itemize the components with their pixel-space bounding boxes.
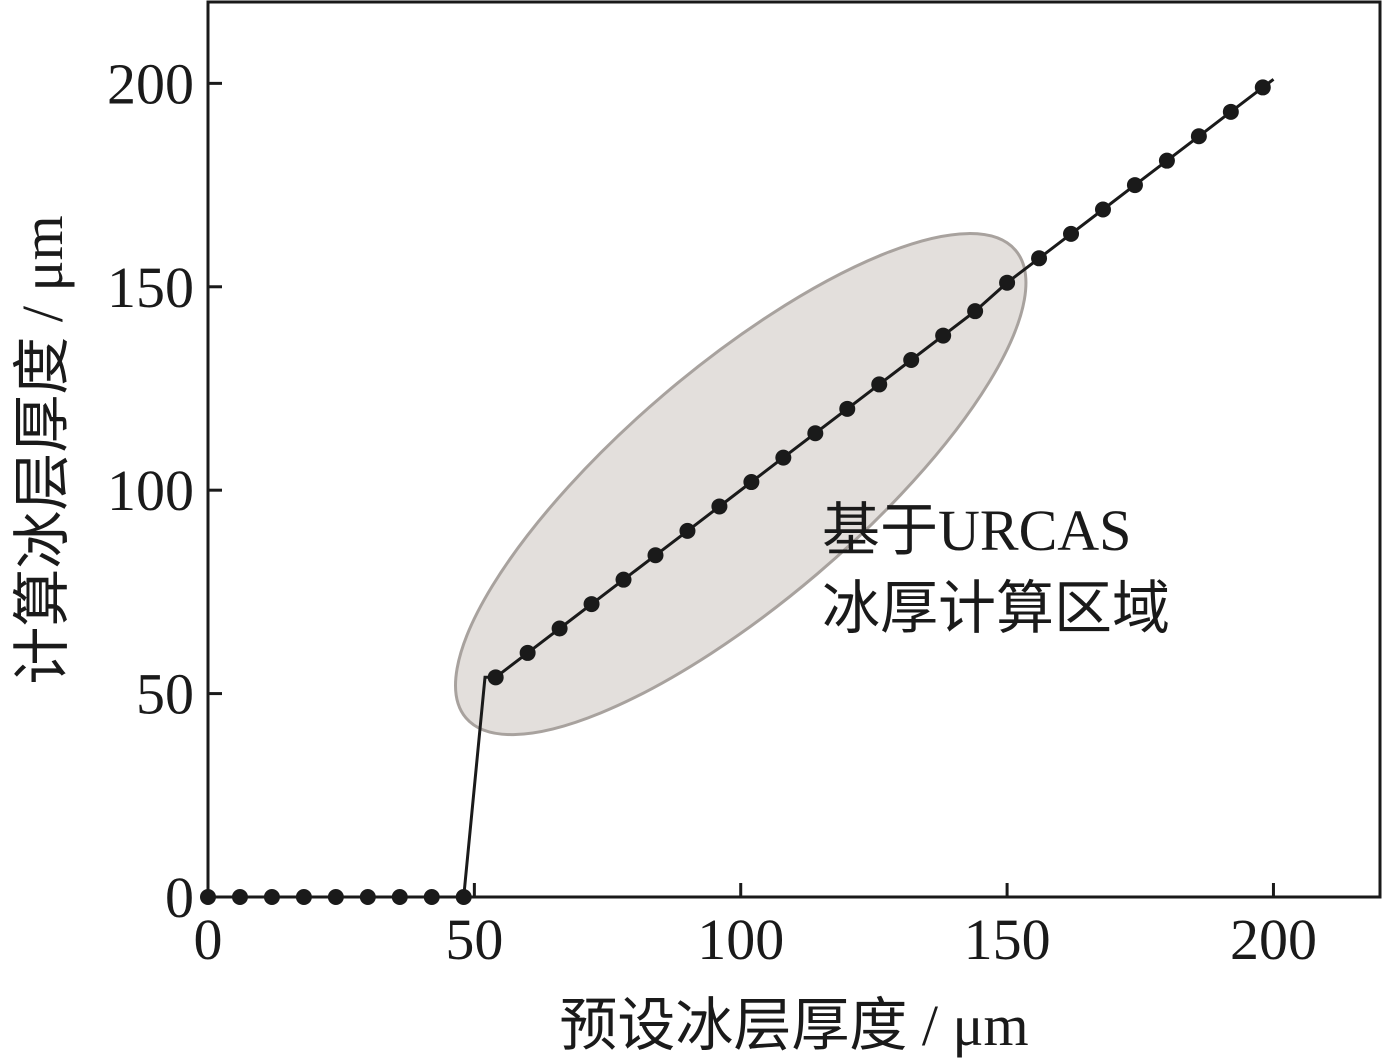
y-axis-title: 计算冰层厚度 / μm	[10, 215, 75, 684]
data-point	[583, 596, 600, 613]
data-point	[263, 889, 280, 905]
data-point	[455, 889, 472, 905]
plot-frame	[206, 0, 1382, 899]
data-point	[200, 889, 216, 905]
x-tick-label: 150	[964, 907, 1051, 972]
x-tick-label: 100	[697, 907, 784, 972]
x-tick-label: 50	[445, 907, 503, 972]
data-point	[1222, 103, 1239, 120]
data-point	[359, 889, 376, 905]
data-point	[903, 352, 920, 368]
data-point	[1031, 250, 1048, 267]
data-point	[1190, 128, 1207, 145]
data-point	[679, 522, 696, 539]
data-point	[743, 474, 760, 491]
data-point	[327, 889, 344, 905]
data-point	[1126, 177, 1143, 194]
data-point	[967, 303, 984, 320]
y-tick-label: 200	[107, 51, 194, 116]
data-point	[487, 669, 504, 686]
y-tick-label: 50	[136, 662, 194, 727]
data-point	[935, 327, 952, 344]
data-point	[423, 889, 440, 905]
data-point	[871, 376, 888, 393]
data-point	[519, 644, 536, 661]
annotation-line-1: 基于URCAS	[822, 498, 1131, 563]
data-point	[391, 889, 408, 905]
data-point	[647, 547, 664, 564]
data-point	[839, 400, 856, 417]
series-layer	[200, 78, 1275, 905]
data-point	[775, 449, 792, 466]
x-axis-title: 预设冰层厚度 / μm	[559, 993, 1028, 1058]
data-point	[615, 571, 632, 588]
y-tick-label: 150	[107, 255, 194, 320]
x-tick-label: 200	[1230, 907, 1317, 972]
x-tick-label: 0	[194, 907, 223, 972]
data-point	[807, 425, 824, 442]
data-point	[1254, 79, 1271, 96]
data-point	[711, 498, 728, 515]
data-point	[1094, 201, 1111, 218]
labels-layer: 0 50 100 150 200 0 50 100 150 200	[107, 51, 1317, 972]
highlight-region	[454, 232, 1028, 737]
data-point	[295, 889, 312, 905]
annotation-line-2: 冰厚计算区域	[822, 576, 1170, 641]
y-tick-label: 0	[165, 865, 194, 930]
data-point	[1063, 225, 1080, 242]
data-point	[1158, 152, 1175, 169]
data-point	[551, 620, 568, 637]
data-point	[231, 889, 248, 905]
ticks-layer	[206, 81, 1275, 899]
data-point	[999, 274, 1016, 291]
y-tick-label: 100	[107, 458, 194, 523]
